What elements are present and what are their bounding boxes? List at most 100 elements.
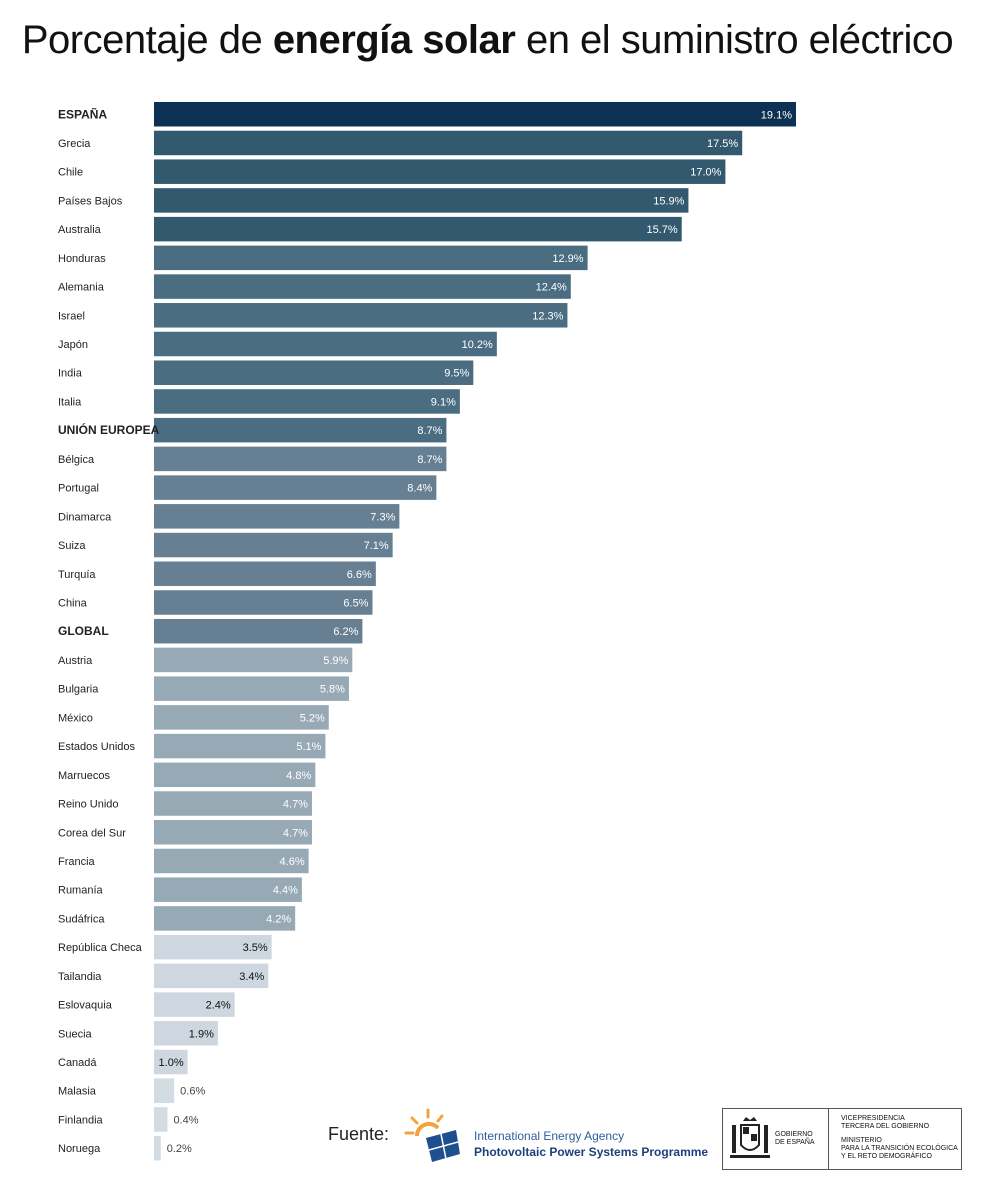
- ministry-line5: Y EL RETO DEMOGRÁFICO: [841, 1153, 932, 1160]
- category-label-31: Eslovaquia: [58, 1000, 113, 1012]
- bar-20: [154, 676, 349, 701]
- bar-26: [154, 848, 309, 874]
- ministry-line2: TERCERA DEL GOBIERNO: [841, 1123, 930, 1130]
- bar-7: [154, 303, 568, 328]
- coat-of-arms-icon: [730, 1117, 770, 1158]
- category-label-1: Grecia: [58, 138, 91, 150]
- value-label-12: 8.7%: [417, 454, 442, 466]
- bar-21: [154, 705, 329, 730]
- gov-name: GOBIERNO DE ESPAÑA: [775, 1131, 815, 1147]
- category-label-7: Israel: [58, 310, 85, 322]
- value-label-1: 17.5%: [707, 138, 738, 150]
- value-label-17: 6.5%: [343, 597, 368, 609]
- value-label-31: 2.4%: [206, 1000, 231, 1012]
- bar-25: [154, 820, 312, 845]
- value-label-19: 5.9%: [323, 655, 348, 667]
- value-label-2: 17.0%: [690, 167, 721, 179]
- category-label-15: Suiza: [58, 540, 86, 552]
- government-logo-box: GOBIERNO DE ESPAÑA VICEPRESIDENCIA TERCE…: [722, 1108, 962, 1170]
- ministry-line3: MINISTERIO: [841, 1137, 882, 1144]
- category-label-14: Dinamarca: [58, 511, 112, 523]
- ministry-text: VICEPRESIDENCIA TERCERA DEL GOBIERNO MIN…: [829, 1109, 961, 1169]
- bar-13: [154, 475, 437, 500]
- category-label-12: Bélgica: [58, 454, 95, 466]
- category-label-28: Sudáfrica: [58, 913, 105, 925]
- value-label-10: 9.1%: [431, 396, 456, 408]
- value-label-21: 5.2%: [300, 712, 325, 724]
- category-label-0: ESPAÑA: [58, 106, 107, 121]
- value-label-26: 4.6%: [280, 856, 305, 868]
- category-label-24: Reino Unido: [58, 799, 119, 811]
- iea-pvps-logo-icon: [404, 1108, 460, 1162]
- iea-line2: Photovoltaic Power Systems Programme: [474, 1145, 709, 1159]
- category-label-32: Suecia: [58, 1028, 93, 1040]
- bar-2: [154, 159, 726, 184]
- category-label-4: Australia: [58, 224, 102, 236]
- bar-36: [154, 1135, 161, 1161]
- value-label-27: 4.4%: [273, 885, 298, 897]
- bar-14: [154, 504, 400, 529]
- category-label-8: Japón: [58, 339, 88, 351]
- bar-28: [154, 906, 296, 931]
- value-label-35: 0.4%: [173, 1114, 198, 1126]
- bar-31: [154, 992, 235, 1017]
- bar-27: [154, 877, 302, 902]
- title-bold: energía solar: [272, 18, 516, 62]
- value-label-8: 10.2%: [462, 339, 493, 351]
- category-label-20: Bulgaria: [58, 684, 99, 696]
- bar-24: [154, 791, 312, 816]
- value-label-33: 1.0%: [159, 1057, 184, 1069]
- bar-35: [154, 1107, 168, 1132]
- gov-name-line2: DE ESPAÑA: [775, 1139, 815, 1146]
- category-label-23: Marruecos: [58, 770, 110, 782]
- category-label-2: Chile: [58, 167, 83, 179]
- category-label-25: Corea del Sur: [58, 827, 126, 839]
- category-label-29: República Checa: [58, 942, 143, 954]
- bar-33: [154, 1049, 188, 1075]
- bar-chart: ESPAÑA 19.1% Grecia 17.5% Chile 17.0% Países B…: [58, 102, 796, 1161]
- chart-title: Porcentaje de energía solar en el sumini…: [0, 18, 975, 63]
- value-label-11: 8.7%: [417, 425, 442, 437]
- bar-1: [154, 130, 743, 156]
- category-label-5: Honduras: [58, 253, 106, 265]
- gov-left: GOBIERNO DE ESPAÑA: [723, 1109, 829, 1169]
- bar-0: [154, 102, 796, 127]
- value-label-22: 5.1%: [296, 741, 321, 753]
- value-label-16: 6.6%: [347, 569, 372, 581]
- category-label-17: China: [58, 597, 88, 609]
- bar-23: [154, 762, 316, 788]
- title-part1: Porcentaje de: [21, 18, 273, 62]
- iea-line1: International Energy Agency: [474, 1129, 625, 1143]
- value-label-15: 7.1%: [364, 540, 389, 552]
- source-label: Fuente:: [328, 1124, 390, 1144]
- value-label-25: 4.7%: [283, 827, 308, 839]
- category-label-3: Países Bajos: [58, 195, 123, 207]
- value-label-18: 6.2%: [333, 626, 358, 638]
- value-label-32: 1.9%: [189, 1028, 214, 1040]
- value-label-24: 4.7%: [283, 799, 308, 811]
- category-label-18: GLOBAL: [58, 624, 109, 638]
- value-label-29: 3.5%: [243, 942, 268, 954]
- value-label-23: 4.8%: [286, 770, 311, 782]
- bar-5: [154, 245, 588, 271]
- value-label-7: 12.3%: [532, 310, 563, 322]
- value-label-30: 3.4%: [239, 971, 264, 983]
- value-label-36: 0.2%: [167, 1143, 192, 1155]
- title-part2: en el suministro eléctrico: [515, 18, 954, 62]
- value-label-0: 19.1%: [761, 109, 792, 121]
- value-label-9: 9.5%: [444, 368, 469, 380]
- value-label-14: 7.3%: [370, 511, 395, 523]
- gov-name-line1: GOBIERNO: [775, 1131, 813, 1138]
- bar-3: [154, 188, 689, 213]
- bar-30: [154, 963, 269, 989]
- category-label-19: Austria: [58, 655, 93, 667]
- bar-19: [154, 647, 353, 673]
- ministry-line4: PARA LA TRANSICIÓN ECOLÓGICA: [841, 1145, 958, 1152]
- bar-29: [154, 934, 272, 960]
- category-label-11: UNIÓN EUROPEA: [58, 422, 160, 437]
- category-label-30: Tailandia: [58, 971, 102, 983]
- iea-text: International Energy Agency Photovoltaic…: [474, 1128, 708, 1160]
- bar-22: [154, 733, 326, 759]
- value-label-34: 0.6%: [180, 1086, 205, 1098]
- value-label-6: 12.4%: [536, 282, 567, 294]
